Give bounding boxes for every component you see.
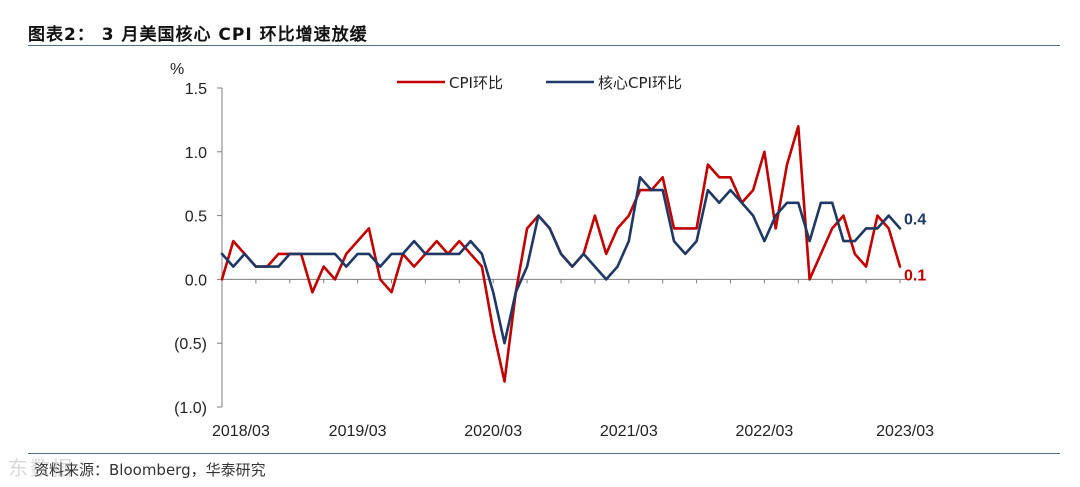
y-unit-label: % bbox=[170, 61, 184, 78]
x-tick-label: 2020/03 bbox=[464, 423, 522, 440]
y-tick-label: (0.5) bbox=[174, 336, 207, 353]
core-cpi-mom-line bbox=[220, 176, 902, 345]
line-chart: %1.51.00.50.0(0.5)(1.0) 2018/03 2019/03 20… bbox=[170, 61, 934, 440]
cpi-end-label: 0.1 bbox=[904, 268, 926, 285]
legend-label: 核心CPI环比 bbox=[598, 74, 682, 92]
x-axis-ticks: 2018/03 2019/03 2020/03 2021/03 2022/03 2023/… bbox=[212, 279, 934, 440]
figure-title: 图表2： 3 月美国核心 CPI 环比增速放缓 bbox=[28, 25, 368, 45]
y-tick-label: 0.5 bbox=[185, 209, 207, 226]
chart-axes bbox=[221, 88, 906, 407]
y-tick-label: 0.0 bbox=[185, 272, 207, 289]
source-rule bbox=[28, 453, 1060, 454]
legend-label: CPI环比 bbox=[449, 74, 503, 92]
series-lines bbox=[220, 125, 902, 383]
y-tick-label: 1.0 bbox=[185, 145, 207, 162]
x-tick-label: 2022/03 bbox=[735, 423, 793, 440]
x-tick-label: 2018/03 bbox=[212, 423, 270, 440]
end-labels: 0.1 0.4 bbox=[904, 211, 926, 284]
legend: CPI环比 核心CPI环比 bbox=[397, 74, 682, 92]
x-tick-label: 2023/03 bbox=[876, 423, 934, 440]
core-end-label: 0.4 bbox=[904, 211, 926, 228]
y-tick-label: (1.0) bbox=[174, 400, 207, 417]
x-tick-label: 2019/03 bbox=[329, 423, 387, 440]
y-tick-label: 1.5 bbox=[185, 81, 207, 98]
source-note: 资料来源：Bloomberg，华泰研究 bbox=[34, 461, 266, 479]
y-axis-ticks: %1.5 1.0 0.5 0.0 (0.5) (1.0) bbox=[170, 61, 222, 417]
title-rule bbox=[28, 45, 1060, 46]
watermark: 东数据 bbox=[8, 456, 74, 480]
x-tick-label: 2021/03 bbox=[600, 423, 658, 440]
